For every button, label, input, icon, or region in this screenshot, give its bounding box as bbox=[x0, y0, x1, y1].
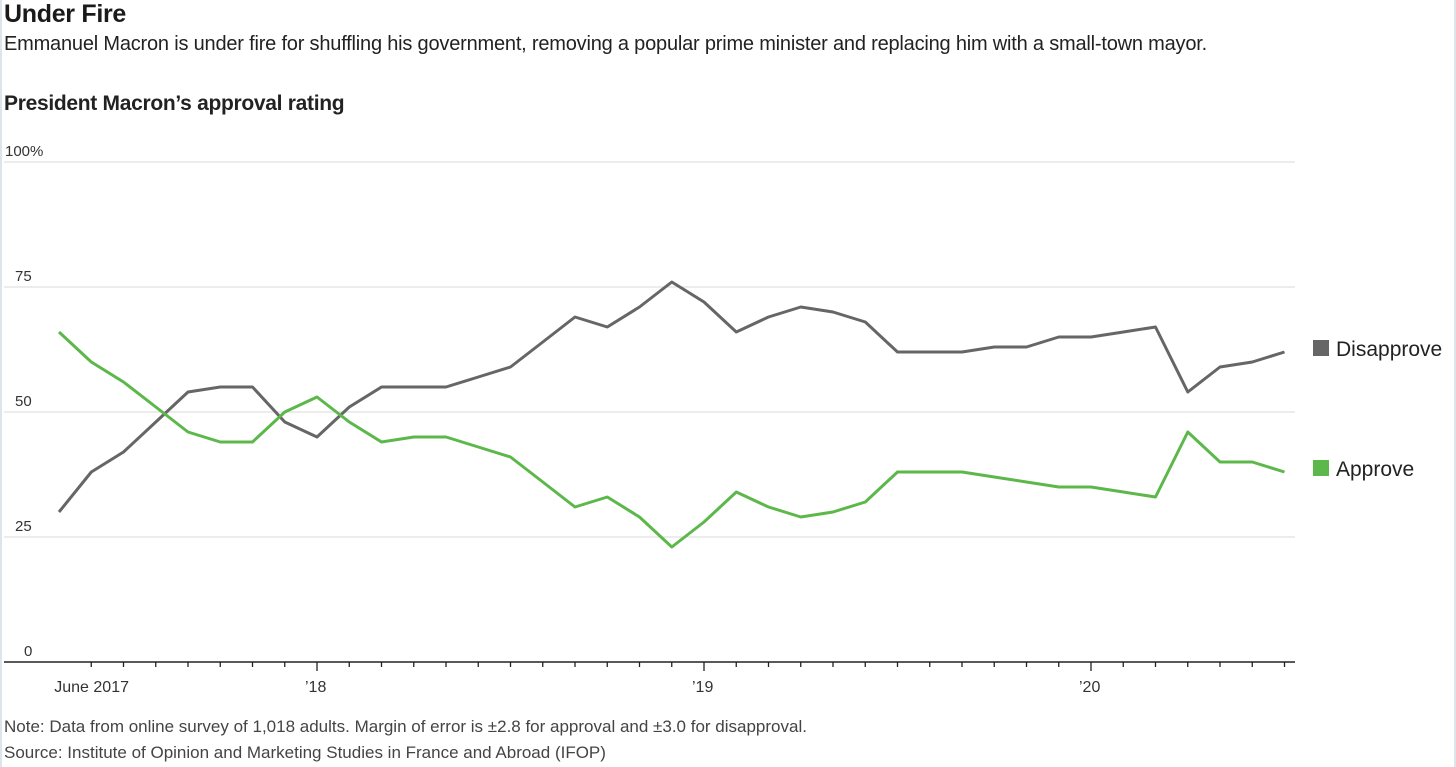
page-title: Under Fire bbox=[4, 0, 127, 28]
y-tick-label: 100% bbox=[5, 143, 43, 160]
legend-swatch-disapprove bbox=[1313, 340, 1329, 356]
x-tick-label: ’19 bbox=[692, 679, 713, 696]
legend: Disapprove Approve bbox=[1313, 338, 1442, 481]
series-lines bbox=[57, 280, 1285, 549]
y-tick-label: 25 bbox=[15, 518, 32, 535]
y-tick-label: 50 bbox=[15, 393, 32, 410]
legend-label-disapprove: Disapprove bbox=[1336, 338, 1442, 361]
x-tick-label: June 2017 bbox=[54, 679, 129, 696]
legend-label-approve: Approve bbox=[1336, 458, 1414, 481]
frame-border-left bbox=[0, 0, 2, 767]
gridlines bbox=[4, 161, 1295, 538]
y-tick-label: 0 bbox=[24, 643, 32, 660]
chart-note: Note: Data from online survey of 1,018 a… bbox=[4, 717, 807, 736]
chart-source: Source: Institute of Opinion and Marketi… bbox=[4, 743, 606, 762]
y-axis-ticks: 0 25 50 75 100% bbox=[5, 143, 43, 660]
series-line-approve bbox=[57, 330, 1285, 549]
chart-title: President Macron’s approval rating bbox=[4, 92, 345, 115]
x-tick-label: ’18 bbox=[305, 679, 326, 696]
x-axis: June 2017 ’18 ’19 ’20 bbox=[4, 661, 1295, 696]
legend-swatch-approve bbox=[1313, 460, 1329, 476]
x-tick-label: ’20 bbox=[1079, 679, 1100, 696]
frame-border-right bbox=[1454, 0, 1456, 767]
series-line-disapprove bbox=[57, 280, 1285, 513]
y-tick-label: 75 bbox=[15, 268, 32, 285]
page-subtitle: Emmanuel Macron is under fire for shuffl… bbox=[4, 33, 1207, 55]
